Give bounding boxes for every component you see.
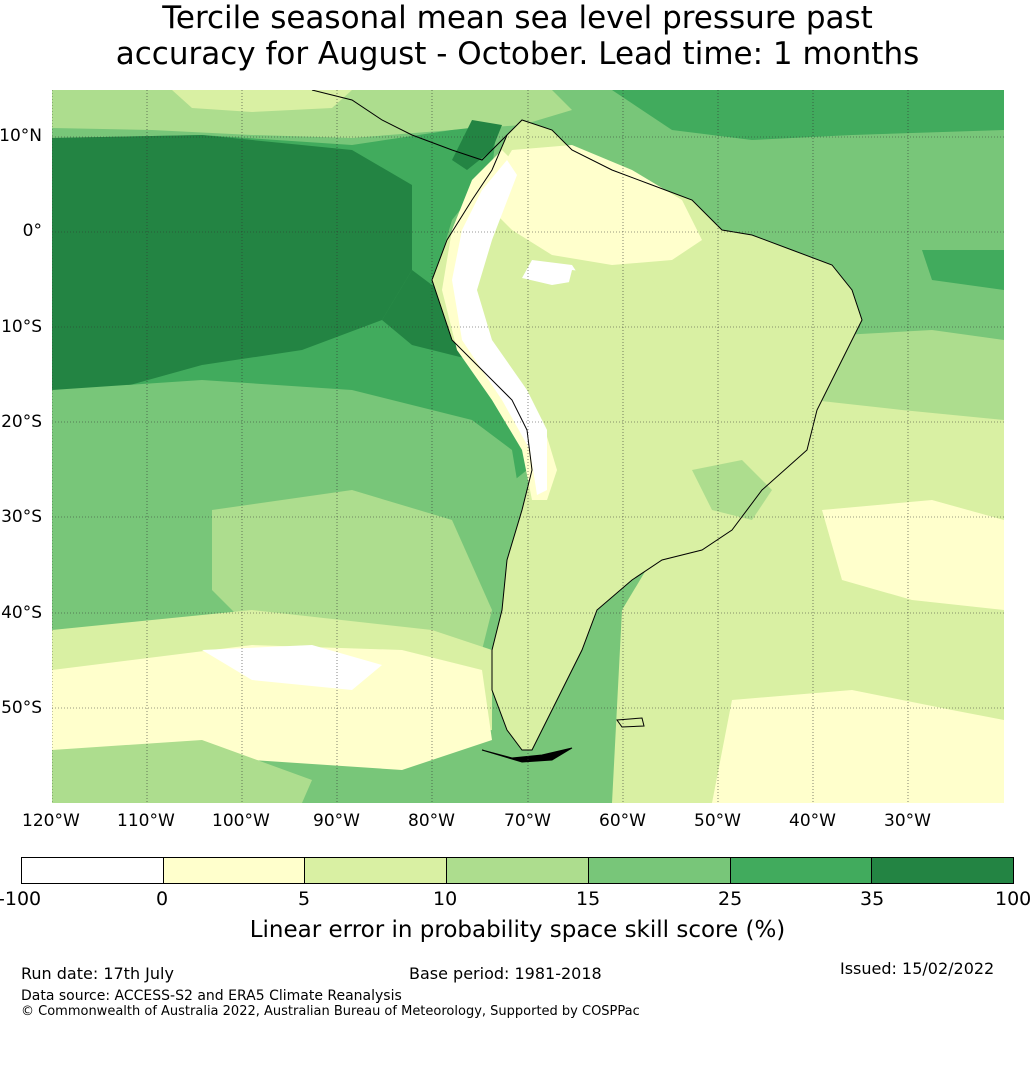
map-title-line-2: accuracy for August - October. Lead time… xyxy=(115,36,920,72)
south-atlantic-light-zone xyxy=(822,500,1004,610)
colorbar-tick-35: 35 xyxy=(860,888,885,910)
colorbar-label: Linear error in probability space skill … xyxy=(249,917,786,943)
lat-label-20s: 20°S xyxy=(1,412,42,432)
colorbar-tick-15: 15 xyxy=(576,888,601,910)
colorbar-segment-6 xyxy=(730,858,873,883)
colorbar-segment-1 xyxy=(22,858,164,883)
map-title: Tercile seasonal mean sea level pressure… xyxy=(0,0,1035,72)
colorbar-tick-0: 0 xyxy=(156,888,169,910)
colorbar xyxy=(21,857,1014,884)
issued-date: Issued: 15/02/2022 xyxy=(840,959,995,978)
central-america-coastline xyxy=(311,90,508,161)
colorbar-segment-4 xyxy=(447,858,589,883)
map-gridlines xyxy=(52,90,1004,803)
lon-label-50w: 50°W xyxy=(694,811,741,831)
base-period: Base period: 1981-2018 xyxy=(409,964,602,983)
copyright: © Commonwealth of Australia 2022, Austra… xyxy=(21,1004,640,1019)
lon-label-70w: 70°W xyxy=(504,811,551,831)
lon-label-30w: 30°W xyxy=(884,811,931,831)
lon-label-110w: 110°W xyxy=(117,811,175,831)
equatorial-pacific-dark-zone xyxy=(52,135,412,402)
falkland-islands xyxy=(616,717,645,728)
lon-label-60w: 60°W xyxy=(599,811,646,831)
amazon-light-zone xyxy=(482,145,702,265)
lat-label-10s: 10°S xyxy=(1,317,42,337)
lon-label-80w: 80°W xyxy=(408,811,455,831)
colorbar-tick-25: 25 xyxy=(718,888,743,910)
coastline xyxy=(431,119,863,751)
south-pacific-light-zone xyxy=(212,490,492,650)
southwest-corner-zone xyxy=(52,740,312,803)
lat-label-30s: 30°S xyxy=(1,507,42,527)
pampas-zone xyxy=(692,460,772,520)
map-canvas xyxy=(52,90,1004,803)
map-title-line-1: Tercile seasonal mean sea level pressure… xyxy=(162,0,873,36)
colorbar-segment-2 xyxy=(163,858,306,883)
north-atlantic-zone xyxy=(612,90,1004,140)
tierra-del-fuego xyxy=(481,747,573,763)
colorbar-segment-3 xyxy=(305,858,448,883)
lon-label-120w: 120°W xyxy=(22,811,80,831)
peru-coast-white-zone xyxy=(452,160,547,495)
atlantic-dark-patch xyxy=(922,250,1004,290)
southern-atlantic-light-zone xyxy=(712,690,1004,803)
amazon-white-zone xyxy=(522,260,582,285)
south-atlantic-zone xyxy=(612,340,1004,803)
north-pacific-zone xyxy=(52,90,572,138)
lon-label-90w: 90°W xyxy=(313,811,360,831)
lat-label-10n: 10°N xyxy=(0,126,42,146)
lon-label-40w: 40°W xyxy=(789,811,836,831)
data-source: Data source: ACCESS-S2 and ERA5 Climate … xyxy=(21,988,402,1004)
lat-label-0: 0° xyxy=(22,221,42,241)
lon-label-100w: 100°W xyxy=(212,811,270,831)
southern-ocean-light-zone xyxy=(52,645,492,770)
panama-dark-zone xyxy=(452,120,502,170)
colorbar-tick-10: 10 xyxy=(433,888,458,910)
lat-label-50s: 50°S xyxy=(1,698,42,718)
interior-zone xyxy=(562,270,692,390)
skill-score-map xyxy=(52,90,1004,803)
run-date: Run date: 17th July xyxy=(21,964,174,983)
tropical-atlantic-zone xyxy=(612,90,1004,350)
colorbar-tick-minus100: -100 xyxy=(0,888,42,910)
north-pacific-light-zone xyxy=(172,90,352,112)
colorbar-tick-100: 100 xyxy=(995,888,1032,910)
colorbar-segment-7 xyxy=(872,858,1014,883)
colorbar-segment-5 xyxy=(588,858,731,883)
lat-label-40s: 40°S xyxy=(1,603,42,623)
colorbar-tick-5: 5 xyxy=(298,888,311,910)
